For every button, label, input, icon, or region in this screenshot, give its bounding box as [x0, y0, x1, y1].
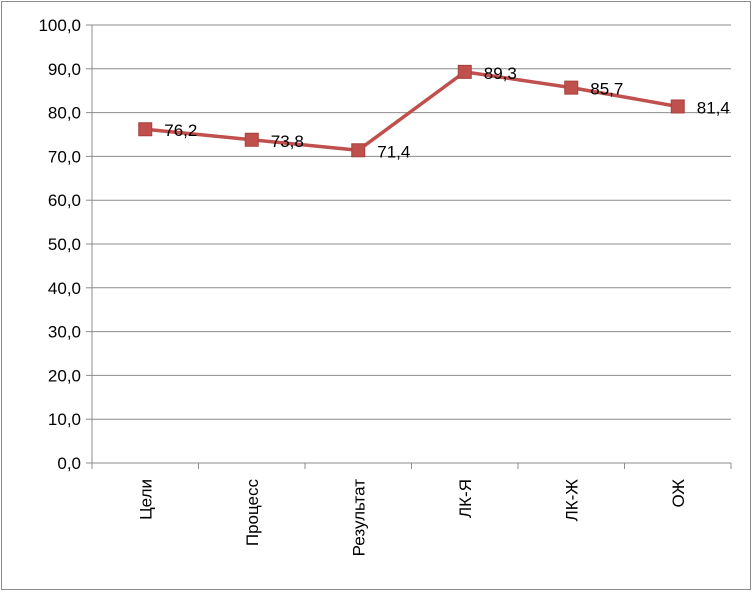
- data-point-marker: [351, 143, 366, 158]
- x-tick-label: ЛК-Я: [456, 479, 475, 518]
- data-label: 73,8: [271, 132, 304, 151]
- x-tick-label: Результат: [349, 479, 368, 557]
- x-axis-tick-labels: Цели Процесс Результат ЛК-Я ЛК-Ж ОЖ: [136, 479, 688, 557]
- x-tick-label: Цели: [136, 479, 155, 520]
- data-point-marker: [138, 122, 153, 137]
- y-tick-label: 50,0: [48, 235, 81, 254]
- data-point-marker: [564, 80, 579, 95]
- y-tick-label: 0,0: [57, 454, 81, 473]
- data-label: 81,4: [697, 98, 730, 117]
- x-tick-label: ЛК-Ж: [562, 479, 581, 522]
- y-tick-label: 80,0: [48, 104, 81, 123]
- series-line-layer: [145, 70, 679, 153]
- markers: [138, 64, 685, 158]
- y-tick-label: 90,0: [48, 60, 81, 79]
- data-labels: 76,2 73,8 71,4 89,3 85,7 81,4: [164, 64, 730, 161]
- data-label: 85,7: [590, 80, 623, 99]
- y-tick-label: 30,0: [48, 323, 81, 342]
- y-tick-label: 70,0: [48, 147, 81, 166]
- x-tick-label: Процесс: [243, 479, 262, 547]
- y-tick-label: 20,0: [48, 366, 81, 385]
- gridlines: [92, 24, 731, 420]
- data-label: 76,2: [164, 121, 197, 140]
- data-point-marker: [244, 132, 259, 147]
- y-axis-tick-labels: 0,0 10,0 20,0 30,0 40,0 50,0 60,0 70,0 80,0 90,0 1…: [38, 16, 81, 473]
- series-line: [145, 70, 679, 153]
- axes: [86, 24, 732, 469]
- data-point-marker: [670, 99, 685, 114]
- y-tick-label: 100,0: [38, 16, 81, 35]
- y-tick-label: 60,0: [48, 191, 81, 210]
- data-label: 71,4: [377, 142, 410, 161]
- data-label: 89,3: [484, 64, 517, 83]
- y-tick-label: 40,0: [48, 279, 81, 298]
- x-tick-label: ОЖ: [669, 479, 688, 508]
- data-point-marker: [457, 64, 472, 79]
- y-tick-label: 10,0: [48, 410, 81, 429]
